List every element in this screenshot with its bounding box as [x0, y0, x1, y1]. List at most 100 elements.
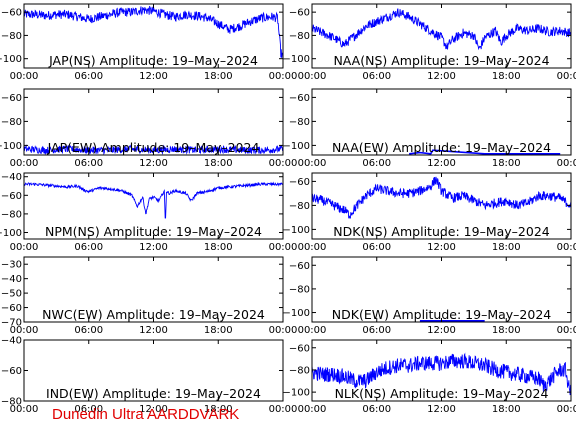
- series-line-0-0: [24, 5, 283, 58]
- series-line-5-0: [312, 176, 571, 219]
- y-tick-label: −80: [289, 201, 310, 212]
- y-tick-label: −80: [289, 31, 310, 42]
- x-tick-label: 06:00: [362, 71, 391, 82]
- chart-title: NWC(EW) Amplitude: 19–May–2024: [42, 307, 265, 322]
- x-tick-label: 00:00: [269, 71, 298, 82]
- x-tick-label: 18:00: [492, 325, 521, 336]
- chart-panel-4: −40 −60 −80 −100 00:00 06:00 12:00 18:00 00:00 NP…: [0, 172, 297, 253]
- x-tick-label: 12:00: [427, 71, 456, 82]
- x-tick-label: 06:00: [74, 325, 103, 336]
- x-tick-label: 12:00: [427, 325, 456, 336]
- y-tick-label: −60: [1, 93, 22, 104]
- y-tick-label: −60: [1, 366, 22, 377]
- x-tick-label: 06:00: [74, 71, 103, 82]
- x-tick-label: 18:00: [204, 325, 233, 336]
- chart-title: NPM(NS) Amplitude: 19–May–2024: [45, 224, 262, 239]
- chart-panel-2: −60 −80 −100 00:00 06:00 12:00 18:00 00:00 JAP(E…: [0, 88, 298, 169]
- x-tick-label: 18:00: [204, 71, 233, 82]
- x-tick-label: 00:00: [557, 404, 576, 415]
- x-tick-label: 00:00: [298, 242, 327, 253]
- x-tick-label: 12:00: [139, 404, 168, 415]
- chart-panel-1: −60 −80 −100 00:00 06:00 12:00 18:00 00:00 NAA(N…: [283, 3, 576, 82]
- y-tick-label: −70: [1, 318, 22, 329]
- x-tick-label: 00:00: [269, 325, 298, 336]
- chart-panel-7: −60 −80 −100 00:00 06:00 12:00 18:00 00:00 NDK(E…: [283, 256, 576, 336]
- x-tick-label: 00:00: [557, 325, 576, 336]
- y-tick-label: −60: [1, 8, 22, 19]
- x-tick-label: 18:00: [492, 242, 521, 253]
- y-tick-label: −100: [0, 54, 22, 65]
- y-tick-label: −100: [283, 388, 310, 399]
- y-tick-label: −100: [283, 141, 310, 152]
- station-footer-label: Dunedin Ultra AARDDVARK: [52, 406, 240, 423]
- x-tick-label: 18:00: [492, 404, 521, 415]
- x-tick-label: 06:00: [74, 242, 103, 253]
- x-tick-label: 00:00: [298, 404, 327, 415]
- x-tick-label: 00:00: [269, 158, 298, 169]
- y-tick-label: −100: [0, 228, 22, 239]
- x-tick-label: 18:00: [204, 158, 233, 169]
- x-tick-label: 12:00: [427, 404, 456, 415]
- y-tick-label: −60: [289, 343, 310, 354]
- y-tick-label: −60: [289, 93, 310, 104]
- chart-title: NLK(NS) Amplitude: 19–May–2024: [335, 386, 549, 401]
- x-tick-label: 00:00: [298, 325, 327, 336]
- x-tick-label: 00:00: [10, 242, 39, 253]
- chart-panel-0: −60 −80 −100 00:00 06:00 12:00 18:00 00:00 JAP(N…: [0, 3, 298, 82]
- x-tick-label: 00:00: [557, 71, 576, 82]
- chart-title: IND(EW) Amplitude: 19–May–2024: [46, 386, 261, 401]
- x-tick-label: 00:00: [10, 158, 39, 169]
- x-tick-label: 12:00: [427, 242, 456, 253]
- y-tick-label: −60: [289, 261, 310, 272]
- chart-panel-3: −60 −80 −100 00:00 06:00 12:00 18:00 00:00 NAA(E…: [283, 88, 576, 169]
- x-tick-label: 00:00: [10, 404, 39, 415]
- series-line-3-0: [409, 149, 561, 155]
- y-tick-label: −80: [1, 31, 22, 42]
- chart-title: JAP(EW) Amplitude: 19–May–2024: [47, 140, 260, 155]
- x-tick-label: 06:00: [74, 404, 103, 415]
- x-tick-label: 06:00: [362, 242, 391, 253]
- x-tick-label: 00:00: [298, 71, 327, 82]
- x-tick-label: 12:00: [139, 71, 168, 82]
- x-tick-label: 00:00: [10, 325, 39, 336]
- y-tick-label: −60: [289, 8, 310, 19]
- x-tick-label: 00:00: [10, 71, 39, 82]
- y-tick-label: −100: [283, 54, 310, 65]
- x-tick-label: 12:00: [139, 325, 168, 336]
- chart-panel-9: −60 −80 −100 00:00 06:00 12:00 18:00 00:00 NLK(N…: [283, 339, 576, 415]
- x-tick-label: 06:00: [362, 325, 391, 336]
- x-tick-label: 06:00: [74, 158, 103, 169]
- x-tick-label: 18:00: [492, 158, 521, 169]
- x-tick-label: 00:00: [269, 242, 298, 253]
- x-tick-label: 18:00: [492, 71, 521, 82]
- x-tick-label: 00:00: [298, 158, 327, 169]
- x-tick-label: 00:00: [269, 404, 298, 415]
- y-tick-label: −80: [1, 209, 22, 220]
- chart-title: NDK(NS) Amplitude: 19–May–2024: [333, 224, 550, 239]
- chart-title: NAA(EW) Amplitude: 19–May–2024: [332, 140, 551, 155]
- x-tick-label: 18:00: [204, 242, 233, 253]
- x-tick-label: 12:00: [139, 242, 168, 253]
- chart-panel-5: −60 −80 −100 00:00 06:00 12:00 18:00 00:00 NDK(N…: [283, 172, 576, 253]
- y-tick-label: −50: [1, 289, 22, 300]
- y-tick-label: −80: [289, 365, 310, 376]
- x-tick-label: 06:00: [362, 158, 391, 169]
- y-tick-label: −40: [1, 172, 22, 183]
- x-tick-label: 12:00: [139, 158, 168, 169]
- y-tick-label: −40: [1, 336, 22, 347]
- chart-title: NDK(EW) Amplitude: 19–May–2024: [332, 307, 552, 322]
- y-tick-label: −40: [1, 274, 22, 285]
- y-tick-label: −100: [283, 308, 310, 319]
- y-tick-label: −100: [0, 141, 22, 152]
- series-line-1-0: [312, 8, 571, 51]
- x-tick-label: 00:00: [557, 158, 576, 169]
- y-tick-label: −80: [289, 117, 310, 128]
- chart-title: NAA(NS) Amplitude: 19–May–2024: [333, 53, 549, 68]
- y-tick-label: −60: [289, 177, 310, 188]
- x-tick-label: 00:00: [557, 242, 576, 253]
- y-tick-label: −80: [1, 117, 22, 128]
- x-tick-label: 06:00: [362, 404, 391, 415]
